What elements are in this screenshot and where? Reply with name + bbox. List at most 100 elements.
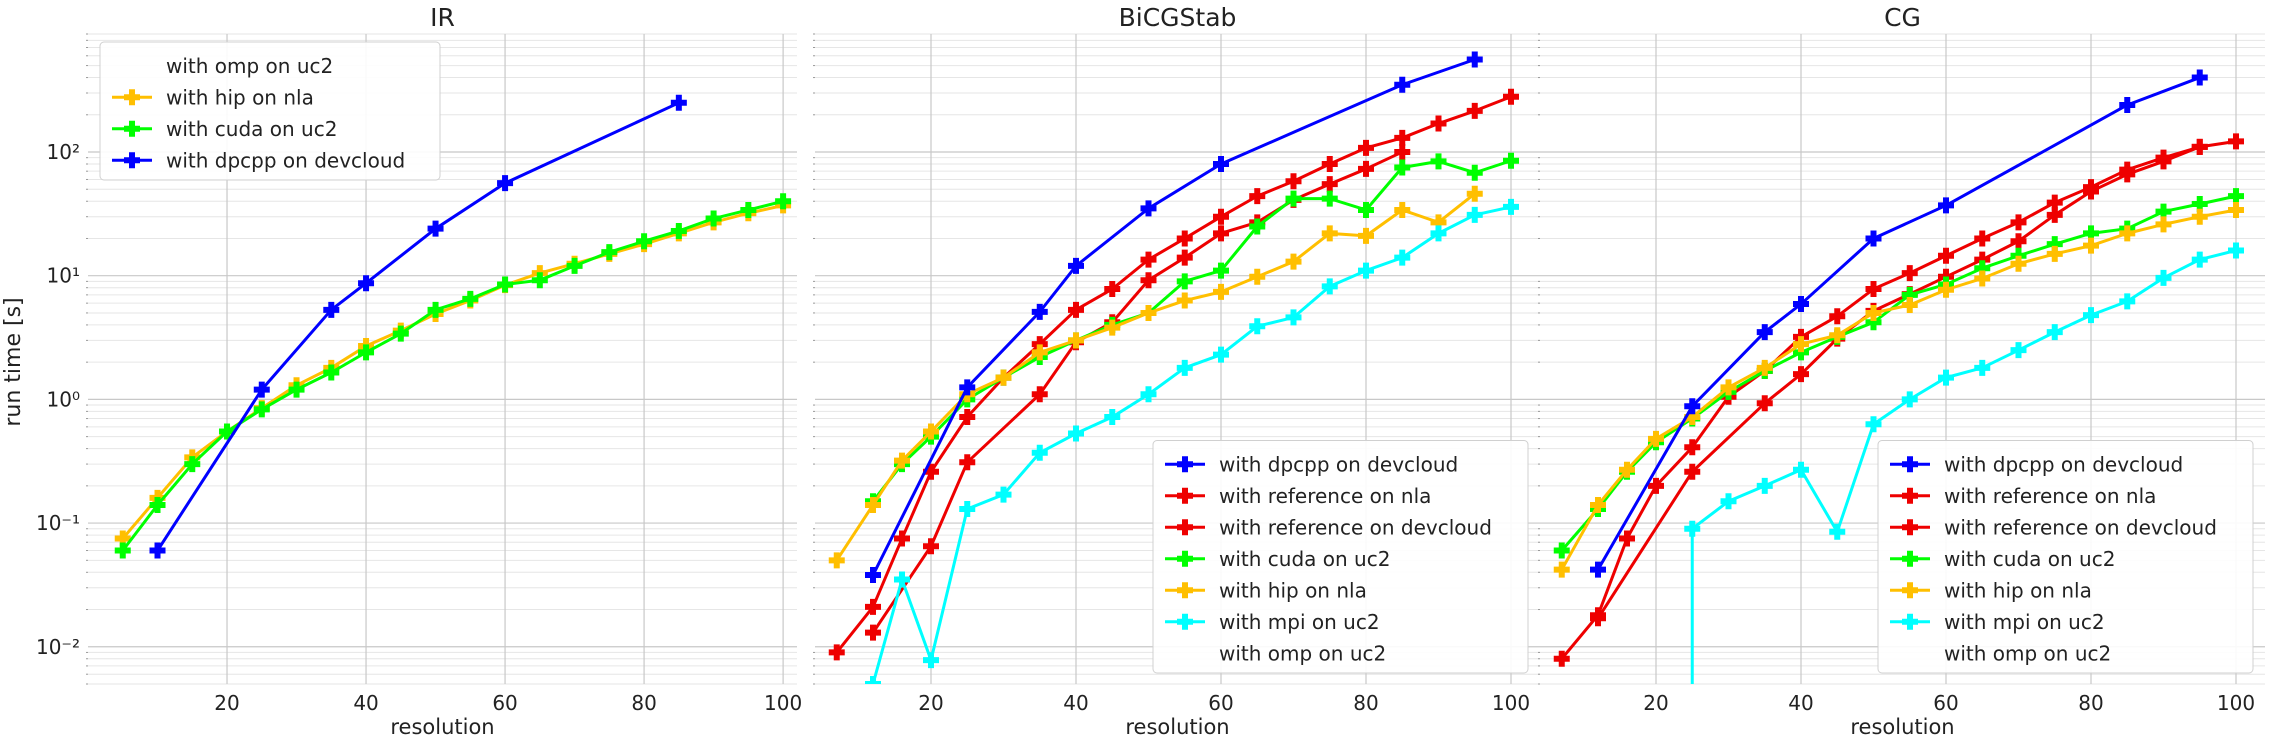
data-point: [2046, 245, 2063, 262]
data-point: [1031, 344, 1048, 361]
data-point: [2119, 166, 2136, 183]
legend-swatch-marker: [1902, 582, 1918, 599]
data-point: [923, 423, 939, 440]
data-point: [2083, 183, 2099, 200]
panel-cg: 20 40 60 80 100 CG resolution with dpcpp on dev…: [1538, 3, 2265, 739]
data-point: [1590, 561, 1606, 578]
legend-label: with dpcpp on devcloud: [1944, 452, 2183, 476]
data-point: [1901, 265, 1918, 282]
data-point: [923, 538, 939, 555]
data-point: [865, 497, 881, 514]
data-point: [2046, 324, 2063, 341]
series-line-with-hip-on-nla: [121, 203, 784, 540]
y-tick-label: 10¹: [47, 264, 80, 288]
data-point: [1321, 156, 1338, 173]
legend-box: [1152, 440, 1529, 674]
data-point: [1104, 319, 1121, 336]
data-point: [670, 94, 687, 111]
data-point: [1865, 281, 1882, 298]
data-point: [1793, 296, 1809, 313]
data-point: [2010, 214, 2027, 231]
legend-box: [1877, 440, 2254, 674]
panel-title: BiCGStab: [1119, 3, 1237, 32]
data-point: [959, 379, 976, 396]
data-point: [1684, 398, 1701, 415]
data-point: [1031, 303, 1048, 320]
legend-label: with dpcpp on devcloud: [166, 148, 405, 172]
data-point: [1648, 477, 1664, 494]
data-point: [1394, 76, 1411, 93]
data-point: [1249, 318, 1266, 335]
legend-label: with omp on uc2: [166, 54, 333, 78]
data-point: [1756, 477, 1773, 494]
data-point: [1829, 308, 1846, 325]
legend-label: with omp on uc2: [1944, 641, 2111, 665]
data-point: [427, 220, 444, 237]
data-point: [705, 210, 722, 227]
data-point: [1104, 281, 1121, 298]
data-point: [427, 301, 444, 318]
legend-label: with mpi on uc2: [1944, 610, 2105, 634]
data-point: [2191, 208, 2208, 225]
legend-swatch-marker: [1902, 487, 1918, 504]
data-point: [1394, 249, 1411, 266]
x-tick-label: 100: [1492, 691, 1530, 715]
data-point: [462, 290, 479, 307]
figure-ylabel: run time [s]: [1, 297, 26, 426]
data-point: [959, 500, 976, 517]
data-point: [323, 301, 340, 318]
data-point: [1974, 359, 1991, 376]
x-tick-label: 40: [1063, 691, 1088, 715]
data-point: [1140, 304, 1157, 321]
data-point: [2155, 153, 2172, 170]
data-point: [1249, 188, 1266, 205]
data-point: [1865, 230, 1882, 247]
series-line-with-dpcpp-on-devcloud: [871, 58, 1476, 576]
series-line-with-cuda-on-uc2: [121, 199, 784, 552]
data-point: [995, 369, 1012, 386]
data-point: [894, 571, 910, 588]
data-point: [184, 456, 201, 473]
x-tick-label: 100: [2217, 691, 2255, 715]
panel-ir: 20 40 60 80 100 10⁻² 10⁻¹ 10⁰ 10¹ 10² IR resolution…: [36, 3, 802, 739]
legend-label: with cuda on uc2: [1219, 547, 1390, 571]
data-point: [1140, 200, 1157, 217]
data-point: [1684, 520, 1701, 537]
data-point: [1358, 201, 1374, 218]
data-point: [1503, 152, 1519, 169]
data-point: [1394, 144, 1411, 161]
data-point: [775, 193, 792, 210]
data-point: [1553, 542, 1570, 559]
data-point: [2083, 237, 2099, 254]
data-point: [2010, 233, 2027, 250]
data-point: [1793, 336, 1809, 353]
data-point: [1793, 461, 1809, 478]
data-point: [1756, 359, 1773, 376]
data-point: [149, 497, 166, 514]
data-point: [2191, 138, 2208, 155]
data-point: [566, 257, 583, 274]
data-point: [1619, 530, 1635, 547]
series-group: [828, 51, 1519, 684]
data-point: [2119, 96, 2136, 113]
legend-swatch-marker: [1177, 456, 1193, 473]
data-point: [1321, 225, 1338, 242]
data-point: [1140, 272, 1157, 289]
data-point: [1684, 439, 1701, 456]
data-point: [1619, 461, 1635, 478]
x-tick-label: 80: [1353, 691, 1378, 715]
data-point: [894, 452, 910, 469]
data-point: [865, 676, 881, 684]
data-point: [2155, 216, 2172, 233]
data-point: [358, 344, 375, 361]
x-tick-label: 20: [214, 691, 239, 715]
data-point: [1829, 523, 1846, 540]
data-point: [1466, 164, 1483, 181]
legend-label: with hip on nla: [1944, 578, 2092, 602]
data-point: [1321, 190, 1338, 207]
legend-label: with reference on devcloud: [1944, 515, 2217, 539]
data-point: [497, 276, 514, 293]
data-point: [1901, 296, 1918, 313]
data-point: [1285, 309, 1302, 326]
